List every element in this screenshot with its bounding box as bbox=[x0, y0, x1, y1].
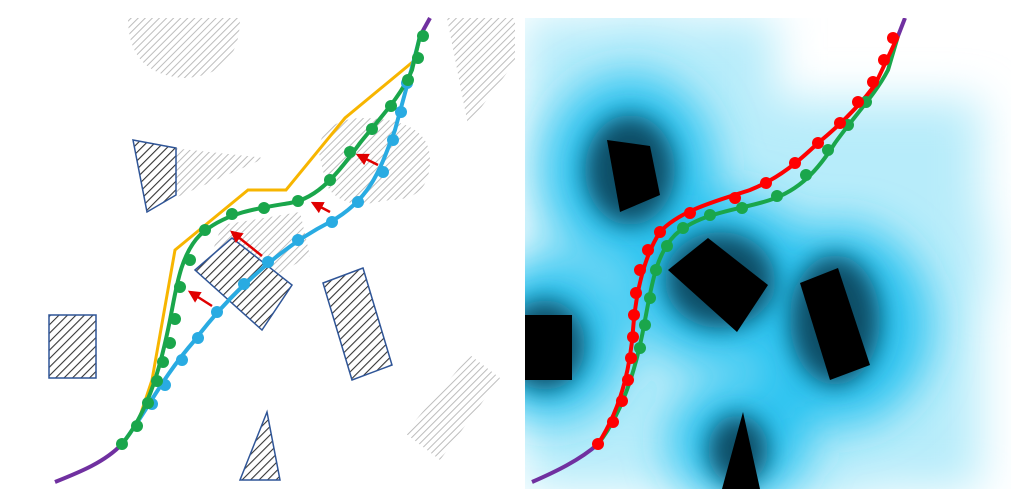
waypoint-green bbox=[800, 169, 812, 181]
waypoint-green bbox=[164, 337, 176, 349]
waypoint-green bbox=[169, 313, 181, 325]
waypoint-blue bbox=[192, 332, 204, 344]
waypoint-green bbox=[704, 209, 716, 221]
waypoint-green bbox=[402, 74, 414, 86]
waypoint-green bbox=[661, 240, 673, 252]
obstacle-rect-left bbox=[48, 314, 97, 379]
waypoint-green bbox=[324, 174, 336, 186]
waypoint-green bbox=[151, 375, 163, 387]
waypoint-blue bbox=[377, 166, 389, 178]
waypoint-blue bbox=[238, 278, 250, 290]
waypoint-blue bbox=[395, 106, 407, 118]
waypoint-red bbox=[789, 157, 801, 169]
waypoint-red bbox=[684, 207, 696, 219]
waypoint-blue bbox=[387, 134, 399, 146]
field-obstacle-rect-right bbox=[800, 268, 870, 380]
waypoint-red bbox=[630, 287, 642, 299]
prefix-path-purple bbox=[54, 442, 124, 484]
optimized-path-waypoints bbox=[592, 32, 899, 450]
waypoint-green bbox=[634, 342, 646, 354]
waypoint-green bbox=[258, 202, 270, 214]
waypoint-green bbox=[226, 208, 238, 220]
waypoint-green bbox=[677, 222, 689, 234]
field-obstacle-triangle bbox=[722, 412, 760, 489]
waypoint-blue bbox=[326, 216, 338, 228]
field-obstacle-small-quad bbox=[607, 140, 660, 212]
moving-obstacle-top-halfdisk bbox=[128, 18, 240, 78]
waypoint-red bbox=[729, 192, 741, 204]
waypoint-green bbox=[644, 292, 656, 304]
waypoint-red bbox=[627, 331, 639, 343]
obstacle-triangle-bottom bbox=[238, 409, 281, 481]
waypoint-blue bbox=[292, 234, 304, 246]
waypoint-green bbox=[639, 319, 651, 331]
waypoint-green bbox=[344, 146, 356, 158]
waypoint-red bbox=[852, 96, 864, 108]
waypoint-green bbox=[157, 356, 169, 368]
moving-obstacle-top-right-wedge bbox=[447, 18, 515, 125]
waypoint-red bbox=[834, 117, 846, 129]
waypoint-blue bbox=[211, 306, 223, 318]
waypoint-red bbox=[625, 352, 637, 364]
waypoint-green bbox=[412, 52, 424, 64]
initial-path-waypoints bbox=[146, 77, 413, 410]
waypoint-green bbox=[131, 420, 143, 432]
obstacle-rect-right bbox=[322, 267, 393, 381]
waypoint-red bbox=[812, 137, 824, 149]
moving-obstacle-bottom-right bbox=[405, 355, 500, 460]
waypoint-red bbox=[607, 416, 619, 428]
left-panel bbox=[48, 17, 515, 484]
waypoint-red bbox=[642, 244, 654, 256]
waypoint-red bbox=[887, 32, 899, 44]
waypoint-green bbox=[417, 30, 429, 42]
obstacle-small-quad bbox=[132, 139, 177, 214]
moving-obstacle-rounded-right bbox=[318, 118, 430, 205]
waypoint-green bbox=[366, 123, 378, 135]
waypoint-green bbox=[116, 438, 128, 450]
field-obstacle-rect-left bbox=[525, 315, 572, 380]
shift-arrow bbox=[187, 290, 213, 308]
waypoint-green bbox=[822, 144, 834, 156]
waypoint-red bbox=[878, 54, 890, 66]
waypoint-red bbox=[654, 226, 666, 238]
shift-arrows bbox=[187, 153, 379, 308]
waypoint-green bbox=[199, 224, 211, 236]
waypoint-green bbox=[174, 281, 186, 293]
waypoint-green bbox=[292, 195, 304, 207]
bounding-path-orange bbox=[135, 35, 422, 426]
shift-arrow bbox=[355, 153, 379, 167]
waypoint-green bbox=[142, 397, 154, 409]
suffix-path-purple bbox=[896, 18, 907, 37]
prefix-path-purple bbox=[531, 442, 600, 484]
waypoint-green bbox=[771, 190, 783, 202]
waypoint-green bbox=[385, 100, 397, 112]
shift-arrow bbox=[230, 230, 263, 257]
waypoint-blue bbox=[262, 256, 274, 268]
field-obstacle-tilted-rect bbox=[668, 238, 768, 332]
right-panel bbox=[525, 18, 1011, 489]
waypoint-red bbox=[622, 374, 634, 386]
moving-obstacle-swept-quad bbox=[172, 148, 265, 198]
waypoint-red bbox=[760, 177, 772, 189]
optimized-path-waypoints bbox=[116, 30, 429, 450]
waypoint-red bbox=[867, 76, 879, 88]
waypoint-green bbox=[650, 264, 662, 276]
waypoint-blue bbox=[176, 354, 188, 366]
waypoint-green bbox=[184, 254, 196, 266]
waypoint-blue bbox=[352, 196, 364, 208]
waypoint-red bbox=[628, 309, 640, 321]
shift-arrow bbox=[310, 201, 331, 214]
initial-path-waypoints bbox=[634, 96, 872, 354]
waypoint-red bbox=[592, 438, 604, 450]
waypoint-green bbox=[736, 202, 748, 214]
waypoint-red bbox=[616, 395, 628, 407]
waypoint-red bbox=[634, 264, 646, 276]
